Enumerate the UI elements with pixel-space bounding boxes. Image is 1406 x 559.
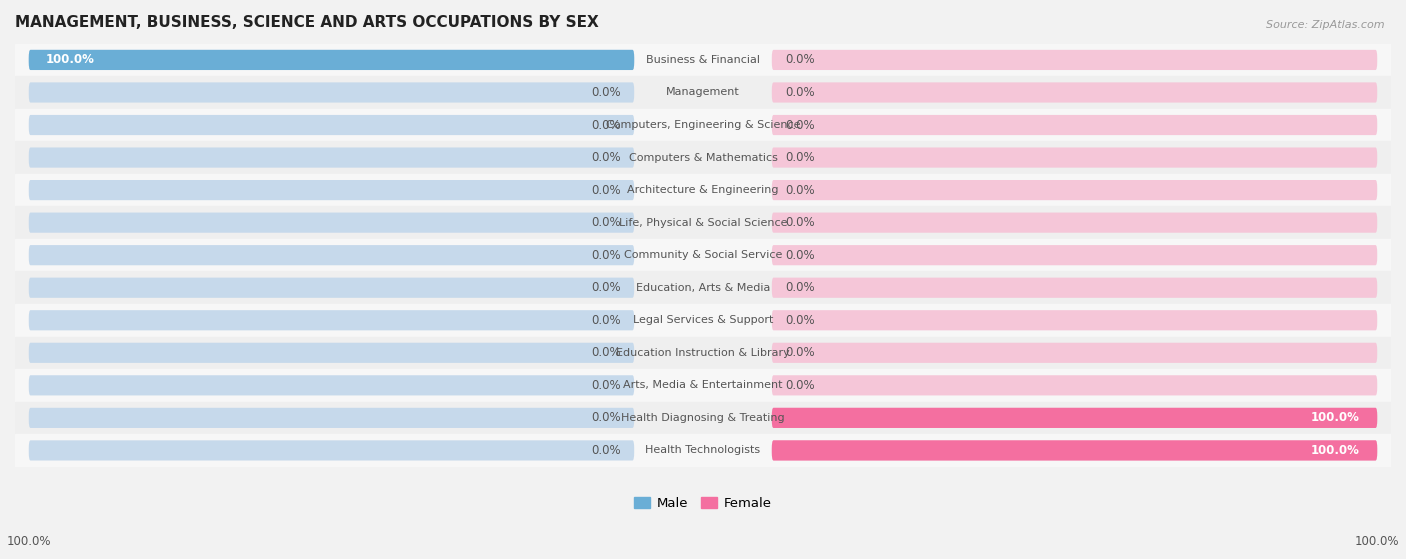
- FancyBboxPatch shape: [772, 310, 1378, 330]
- FancyBboxPatch shape: [772, 440, 1378, 461]
- FancyBboxPatch shape: [772, 278, 1378, 298]
- Text: 0.0%: 0.0%: [786, 216, 815, 229]
- Bar: [15, 109, 1391, 141]
- Text: 0.0%: 0.0%: [591, 281, 620, 294]
- Text: Life, Physical & Social Science: Life, Physical & Social Science: [619, 217, 787, 228]
- FancyBboxPatch shape: [28, 310, 634, 330]
- Text: 0.0%: 0.0%: [591, 411, 620, 424]
- Text: 0.0%: 0.0%: [786, 281, 815, 294]
- Bar: [15, 76, 1391, 109]
- FancyBboxPatch shape: [28, 245, 634, 266]
- FancyBboxPatch shape: [28, 82, 634, 102]
- FancyBboxPatch shape: [772, 440, 1378, 461]
- FancyBboxPatch shape: [28, 50, 634, 70]
- FancyBboxPatch shape: [772, 82, 1378, 102]
- Text: 0.0%: 0.0%: [591, 249, 620, 262]
- Bar: [15, 174, 1391, 206]
- Bar: [15, 206, 1391, 239]
- Legend: Male, Female: Male, Female: [628, 491, 778, 515]
- Text: 0.0%: 0.0%: [786, 119, 815, 131]
- Text: 0.0%: 0.0%: [786, 314, 815, 327]
- Text: 0.0%: 0.0%: [786, 183, 815, 197]
- Text: 0.0%: 0.0%: [786, 379, 815, 392]
- Text: 100.0%: 100.0%: [1312, 411, 1360, 424]
- Text: 0.0%: 0.0%: [591, 346, 620, 359]
- Text: 0.0%: 0.0%: [786, 249, 815, 262]
- Text: Health Technologists: Health Technologists: [645, 446, 761, 456]
- FancyBboxPatch shape: [772, 245, 1378, 266]
- Text: 0.0%: 0.0%: [591, 183, 620, 197]
- Text: 0.0%: 0.0%: [591, 216, 620, 229]
- Text: Business & Financial: Business & Financial: [645, 55, 761, 65]
- Text: 0.0%: 0.0%: [786, 86, 815, 99]
- Bar: [15, 434, 1391, 467]
- FancyBboxPatch shape: [28, 343, 634, 363]
- Bar: [15, 401, 1391, 434]
- FancyBboxPatch shape: [772, 343, 1378, 363]
- FancyBboxPatch shape: [28, 50, 634, 70]
- FancyBboxPatch shape: [28, 408, 634, 428]
- Text: 0.0%: 0.0%: [786, 346, 815, 359]
- Text: 0.0%: 0.0%: [591, 314, 620, 327]
- Text: Education Instruction & Library: Education Instruction & Library: [616, 348, 790, 358]
- Text: Legal Services & Support: Legal Services & Support: [633, 315, 773, 325]
- FancyBboxPatch shape: [28, 278, 634, 298]
- Bar: [15, 337, 1391, 369]
- Text: 0.0%: 0.0%: [786, 151, 815, 164]
- Text: Community & Social Service: Community & Social Service: [624, 250, 782, 260]
- Text: MANAGEMENT, BUSINESS, SCIENCE AND ARTS OCCUPATIONS BY SEX: MANAGEMENT, BUSINESS, SCIENCE AND ARTS O…: [15, 15, 599, 30]
- FancyBboxPatch shape: [772, 212, 1378, 233]
- Text: Architecture & Engineering: Architecture & Engineering: [627, 185, 779, 195]
- FancyBboxPatch shape: [28, 375, 634, 395]
- Bar: [15, 239, 1391, 272]
- FancyBboxPatch shape: [772, 148, 1378, 168]
- Text: 0.0%: 0.0%: [591, 444, 620, 457]
- Bar: [15, 304, 1391, 337]
- FancyBboxPatch shape: [772, 50, 1378, 70]
- FancyBboxPatch shape: [772, 375, 1378, 395]
- Text: 100.0%: 100.0%: [46, 54, 94, 67]
- Text: 100.0%: 100.0%: [1354, 535, 1399, 548]
- Text: 100.0%: 100.0%: [1312, 444, 1360, 457]
- Text: 0.0%: 0.0%: [591, 379, 620, 392]
- Bar: [15, 44, 1391, 76]
- FancyBboxPatch shape: [28, 180, 634, 200]
- FancyBboxPatch shape: [28, 212, 634, 233]
- FancyBboxPatch shape: [772, 408, 1378, 428]
- Bar: [15, 141, 1391, 174]
- Text: Source: ZipAtlas.com: Source: ZipAtlas.com: [1267, 20, 1385, 30]
- FancyBboxPatch shape: [772, 180, 1378, 200]
- Text: 0.0%: 0.0%: [591, 119, 620, 131]
- Bar: [15, 272, 1391, 304]
- Text: 0.0%: 0.0%: [591, 151, 620, 164]
- FancyBboxPatch shape: [772, 408, 1378, 428]
- Text: Arts, Media & Entertainment: Arts, Media & Entertainment: [623, 380, 783, 390]
- Text: 0.0%: 0.0%: [786, 54, 815, 67]
- FancyBboxPatch shape: [28, 440, 634, 461]
- Bar: [15, 369, 1391, 401]
- Text: 0.0%: 0.0%: [591, 86, 620, 99]
- FancyBboxPatch shape: [772, 115, 1378, 135]
- Text: Health Diagnosing & Treating: Health Diagnosing & Treating: [621, 413, 785, 423]
- Text: Education, Arts & Media: Education, Arts & Media: [636, 283, 770, 293]
- FancyBboxPatch shape: [28, 115, 634, 135]
- Text: Management: Management: [666, 87, 740, 97]
- Text: Computers & Mathematics: Computers & Mathematics: [628, 153, 778, 163]
- Text: 100.0%: 100.0%: [7, 535, 52, 548]
- Text: Computers, Engineering & Science: Computers, Engineering & Science: [606, 120, 800, 130]
- FancyBboxPatch shape: [28, 148, 634, 168]
